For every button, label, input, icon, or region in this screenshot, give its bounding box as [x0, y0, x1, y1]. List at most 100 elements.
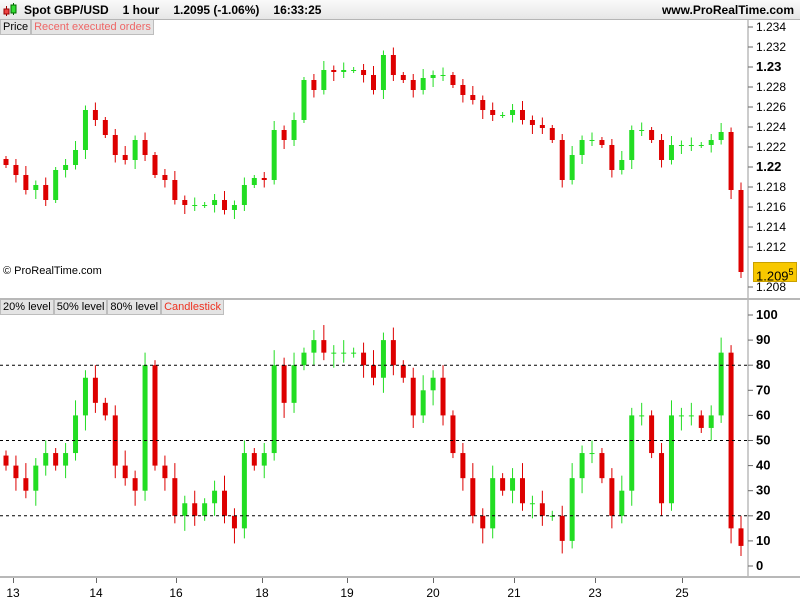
y-tick-label: 100	[756, 307, 778, 322]
y-tick-label: 1.214	[756, 220, 786, 234]
candle-body	[321, 340, 327, 353]
candle-body	[82, 377, 88, 416]
candle-body	[281, 130, 287, 140]
candle-body	[718, 352, 724, 416]
candle-body	[519, 478, 525, 504]
candle-body	[261, 453, 267, 466]
x-tick	[262, 578, 263, 583]
candle-body	[212, 490, 218, 504]
candle-body	[668, 415, 674, 504]
candle-body	[73, 150, 79, 165]
candle-body	[390, 340, 396, 366]
tab-50-level[interactable]: 50% level	[53, 300, 108, 315]
candle-body	[480, 100, 486, 110]
candle-body	[420, 390, 426, 416]
y-tick-label: 0	[756, 558, 763, 573]
candle-body	[142, 140, 148, 155]
candle-body	[152, 365, 158, 466]
candle-body	[102, 120, 108, 135]
candle-body	[659, 140, 665, 160]
candle-body	[738, 528, 744, 546]
tab-price[interactable]: Price	[0, 20, 32, 35]
candle-body	[539, 503, 545, 516]
x-tick	[433, 578, 434, 583]
tab-80-level[interactable]: 80% level	[107, 300, 162, 315]
candle-body	[738, 190, 744, 272]
candle-body	[3, 455, 9, 466]
candle-body	[470, 478, 476, 516]
title-bar: Spot GBP/USD 1 hour 1.2095 (-1.06%) 16:33:2…	[0, 0, 800, 20]
candle-body	[43, 185, 49, 200]
timeframe[interactable]: 1 hour	[122, 3, 160, 17]
price-chart[interactable]: 1.234 1.232 1.23 1.228 1.226 1.224 1.222 1.22 1.…	[0, 20, 800, 298]
candle-body	[251, 453, 257, 466]
candle-body	[202, 205, 208, 206]
x-tick	[514, 578, 515, 583]
candle-body	[92, 110, 98, 120]
y-tick-label: 60	[756, 407, 770, 422]
candle-body	[251, 178, 257, 185]
candle-body	[420, 78, 426, 90]
y-tick-label: 1.226	[756, 100, 786, 114]
candle-body	[589, 140, 595, 141]
candle-body	[629, 415, 635, 491]
candle-body	[231, 515, 237, 529]
candle-body	[291, 120, 297, 140]
y-tick-label: 1.222	[756, 140, 786, 154]
candle-body	[390, 55, 396, 75]
tab-20-level[interactable]: 20% level	[0, 300, 54, 315]
candle-body	[380, 340, 386, 378]
candle-body	[639, 415, 645, 417]
x-tick-label: 16	[169, 586, 183, 600]
candle-body	[470, 95, 476, 100]
candle-body	[261, 178, 267, 180]
candle-body	[400, 365, 406, 378]
x-tick	[595, 578, 596, 583]
candle-body	[212, 200, 218, 205]
candle-body	[549, 128, 555, 140]
candle-body	[718, 132, 724, 140]
instrument-name: Spot GBP/USD	[24, 3, 109, 17]
y-tick-label: 90	[756, 332, 770, 347]
tab-recent-executed-orders[interactable]: Recent executed orders	[31, 20, 154, 35]
candle-body	[529, 120, 535, 125]
candle-body	[3, 159, 9, 165]
y-tick-label: 1.232	[756, 40, 786, 54]
tab-candlestick[interactable]: Candlestick	[161, 300, 224, 315]
y-tick-label: 10	[756, 533, 770, 548]
x-tick-label: 18	[255, 586, 269, 600]
candle-body	[460, 85, 466, 95]
x-tick-label: 13	[6, 586, 20, 600]
current-price-main: 1.209	[756, 268, 789, 284]
candle-body	[529, 503, 535, 505]
candle-body	[490, 478, 496, 529]
y-tick-label: 20	[756, 508, 770, 523]
candle-body	[63, 165, 69, 170]
x-tick	[347, 578, 348, 583]
x-tick-label: 23	[588, 586, 602, 600]
x-tick-label: 19	[340, 586, 354, 600]
candle-body	[82, 110, 88, 150]
candle-body	[440, 377, 446, 416]
candle-body	[331, 70, 337, 72]
site-link[interactable]: www.ProRealTime.com	[661, 3, 794, 17]
y-tick-label: 1.23	[756, 59, 781, 74]
candle-body	[688, 145, 694, 146]
candle-body	[361, 352, 367, 366]
candle-body	[410, 377, 416, 416]
y-tick-label: 1.216	[756, 200, 786, 214]
price-panel: Price Recent executed orders 1.234 1.232 1…	[0, 20, 800, 300]
candle-body	[609, 145, 615, 170]
chart-title: Spot GBP/USD 1 hour 1.2095 (-1.06%) 16:33:2…	[24, 3, 335, 17]
candle-body	[222, 490, 228, 516]
candle-body	[23, 478, 29, 491]
candle-body	[152, 155, 158, 175]
x-tick-label: 21	[507, 586, 521, 600]
candle-body	[639, 130, 645, 131]
candle-body	[599, 453, 605, 479]
y-tick-label: 70	[756, 382, 770, 397]
candle-body	[460, 453, 466, 479]
candle-body	[440, 75, 446, 76]
candle-body	[122, 155, 128, 160]
